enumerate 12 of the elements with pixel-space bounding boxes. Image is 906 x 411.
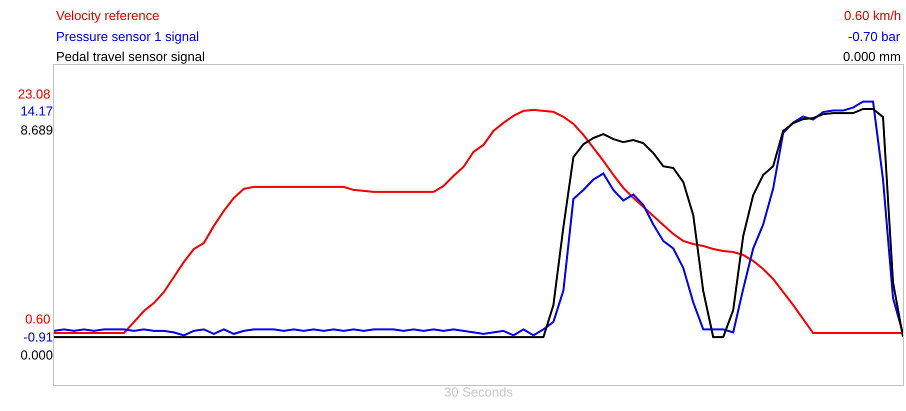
y-tick-label: 23.08 [18, 86, 50, 102]
text: Pedal travel sensor signal [56, 49, 205, 64]
y3-tick-label: 0.000 [20, 348, 53, 363]
text: 0.000 mm [843, 49, 901, 64]
text: -0.70 bar [848, 29, 901, 44]
y2-tick-label: -0.91 [23, 330, 53, 345]
y-tick-label: 0.60 [25, 312, 50, 327]
text: 0.60 km/h [844, 8, 902, 23]
text: Pressure sensor 1 signal [56, 29, 200, 44]
text: Velocity reference [56, 8, 160, 23]
y2-tick-label: 14.17 [20, 104, 53, 119]
y3-tick-label: 8.689 [20, 122, 53, 138]
